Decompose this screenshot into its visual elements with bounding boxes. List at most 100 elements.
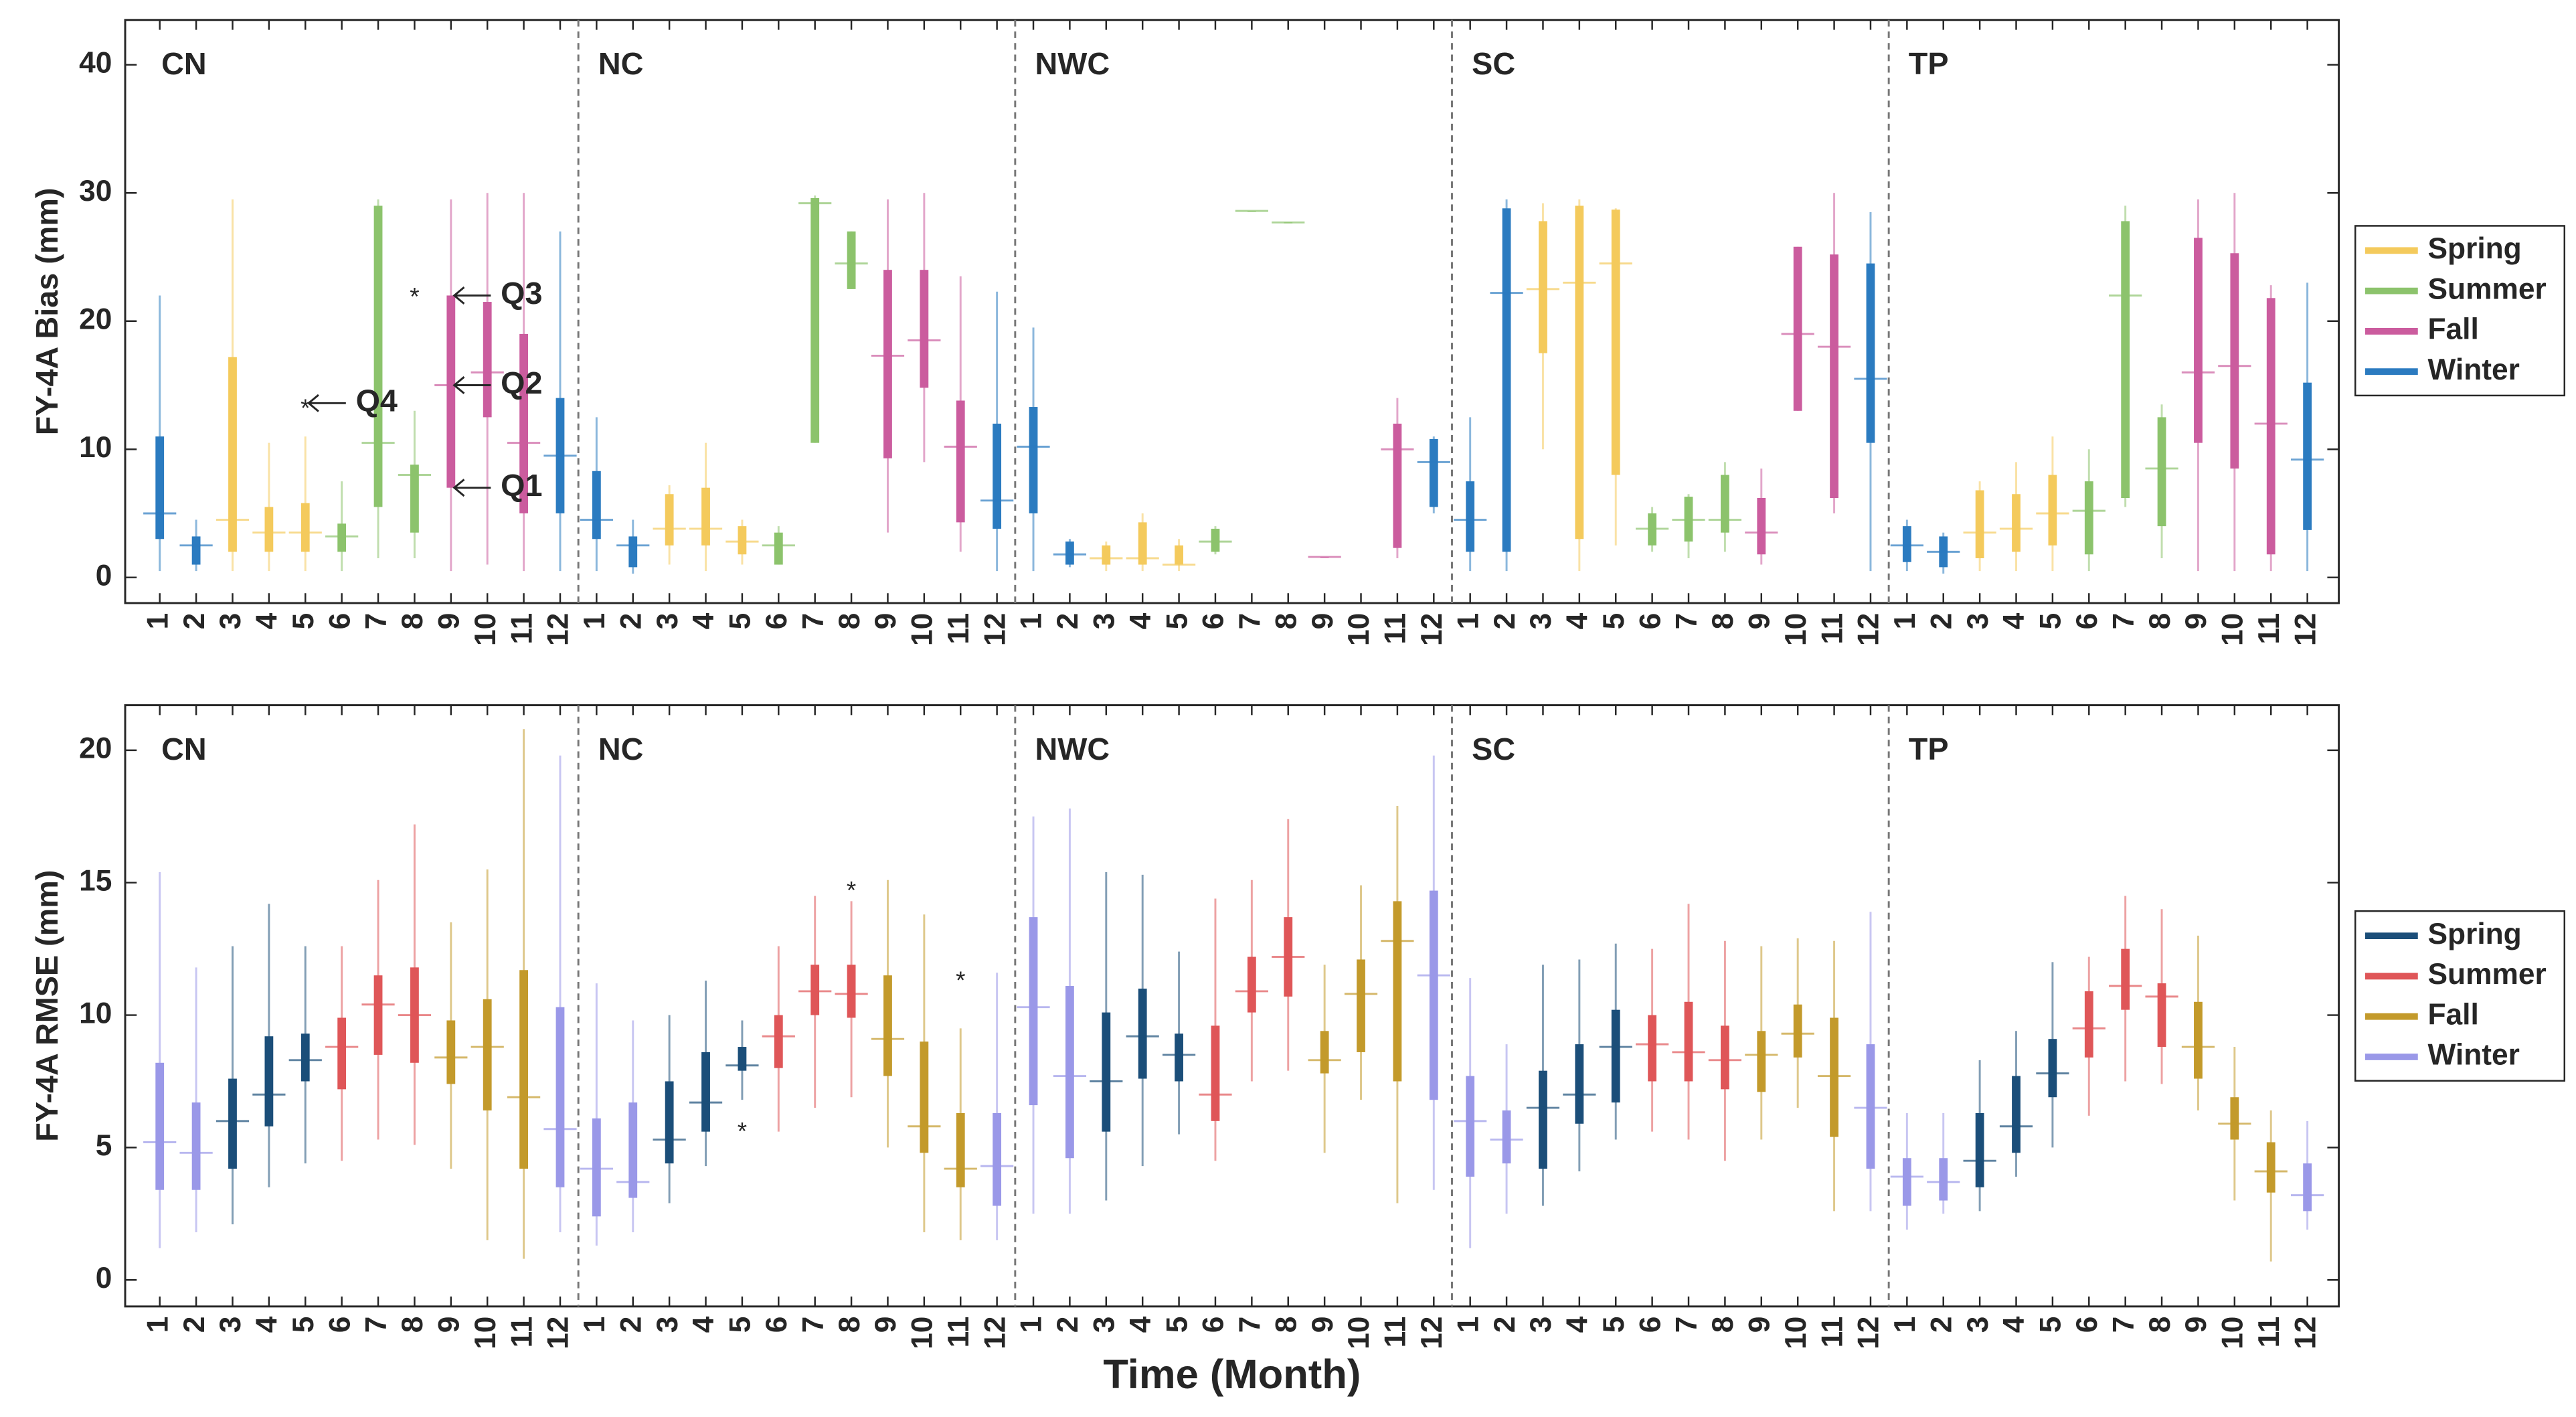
box bbox=[2012, 494, 2021, 552]
box bbox=[956, 1112, 965, 1187]
x-tick-label: 2 bbox=[614, 613, 647, 630]
box bbox=[738, 526, 747, 555]
box bbox=[2194, 238, 2203, 443]
box bbox=[1065, 986, 1074, 1159]
box bbox=[2266, 1142, 2276, 1193]
x-tick-label: 8 bbox=[2144, 1317, 2176, 1333]
box bbox=[2084, 481, 2093, 555]
box bbox=[628, 1102, 638, 1198]
x-tick-label: 5 bbox=[287, 1317, 320, 1333]
x-tick-label: 8 bbox=[396, 613, 429, 630]
box bbox=[519, 333, 528, 513]
box bbox=[2084, 991, 2093, 1058]
x-tick-label: 10 bbox=[1343, 1317, 1375, 1349]
outlier: * bbox=[847, 876, 856, 904]
x-tick-label: 9 bbox=[869, 1317, 902, 1333]
x-tick-label: 2 bbox=[614, 1317, 647, 1333]
x-tick-label: 11 bbox=[942, 1317, 975, 1348]
legend-label: Spring bbox=[2428, 232, 2522, 265]
box bbox=[1138, 522, 1147, 565]
y-tick-label: 5 bbox=[96, 1129, 112, 1162]
x-tick-label: 3 bbox=[1962, 613, 1994, 630]
x-tick-label: 4 bbox=[687, 1316, 720, 1333]
box bbox=[1211, 1025, 1220, 1121]
box bbox=[1247, 956, 1256, 1013]
x-tick-label: 3 bbox=[1088, 1317, 1121, 1333]
x-tick-label: 10 bbox=[906, 1317, 939, 1349]
box bbox=[519, 970, 528, 1169]
box bbox=[2157, 417, 2166, 527]
x-tick-label: 5 bbox=[1161, 613, 1193, 630]
annotation-arrowhead bbox=[307, 394, 319, 412]
box bbox=[1466, 1076, 1475, 1177]
box bbox=[2230, 253, 2239, 469]
x-tick-label: 5 bbox=[2035, 1317, 2067, 1333]
box bbox=[2121, 948, 2130, 1010]
box bbox=[1721, 1025, 1729, 1090]
box bbox=[1029, 917, 1038, 1106]
y-tick-label: 15 bbox=[79, 864, 112, 897]
box bbox=[373, 975, 383, 1055]
box bbox=[1902, 1158, 1911, 1206]
box bbox=[1029, 407, 1038, 513]
box bbox=[1793, 1004, 1802, 1058]
box bbox=[1429, 438, 1438, 507]
box bbox=[1830, 1017, 1838, 1137]
x-tick-label: 9 bbox=[433, 613, 466, 630]
box bbox=[774, 532, 783, 565]
box bbox=[1211, 528, 1220, 552]
box bbox=[1175, 545, 1183, 565]
box bbox=[1975, 490, 1984, 558]
x-tick-label: 1 bbox=[1015, 613, 1048, 630]
region-label: TP bbox=[1909, 46, 1949, 81]
x-tick-label: 3 bbox=[214, 613, 247, 630]
x-tick-label: 10 bbox=[1343, 613, 1375, 646]
x-tick-label: 2 bbox=[1051, 613, 1084, 630]
box bbox=[1102, 1012, 1111, 1132]
box bbox=[701, 1052, 710, 1132]
box bbox=[337, 1017, 347, 1090]
x-tick-label: 9 bbox=[2180, 1317, 2213, 1333]
x-tick-label: 7 bbox=[1233, 613, 1266, 630]
x-tick-label: 10 bbox=[2217, 1317, 2249, 1349]
x-tick-label: 7 bbox=[2107, 1317, 2140, 1333]
annotation-arrowhead bbox=[452, 376, 465, 394]
box bbox=[993, 1112, 1002, 1206]
y-tick-label: 0 bbox=[96, 1262, 112, 1295]
region-label: CN bbox=[161, 732, 207, 766]
box bbox=[847, 231, 856, 289]
y-tick-label: 20 bbox=[79, 732, 112, 765]
x-tick-label: 11 bbox=[2253, 1317, 2286, 1348]
box bbox=[1793, 246, 1802, 411]
x-tick-label: 7 bbox=[2107, 613, 2140, 630]
box bbox=[2230, 1097, 2239, 1140]
box bbox=[2303, 1163, 2312, 1212]
box bbox=[483, 302, 492, 418]
x-tick-label: 1 bbox=[578, 1317, 611, 1333]
box bbox=[1502, 208, 1511, 552]
x-tick-label: 12 bbox=[1853, 613, 1885, 646]
x-tick-label: 11 bbox=[1816, 1317, 1849, 1348]
box bbox=[1902, 526, 1911, 562]
box bbox=[300, 1033, 310, 1082]
box bbox=[738, 1047, 747, 1071]
box bbox=[483, 999, 492, 1111]
box bbox=[1611, 1009, 1620, 1103]
x-tick-label: 7 bbox=[360, 613, 393, 630]
x-tick-label: 11 bbox=[2253, 613, 2286, 645]
x-tick-label: 9 bbox=[869, 613, 902, 630]
x-tick-label: 7 bbox=[360, 1317, 393, 1333]
box bbox=[337, 523, 347, 552]
x-tick-label: 1 bbox=[578, 613, 611, 630]
region-label: TP bbox=[1909, 732, 1949, 766]
x-tick-label: 4 bbox=[1998, 1316, 2031, 1333]
x-tick-label: 6 bbox=[1197, 613, 1230, 630]
box bbox=[2303, 382, 2312, 530]
x-tick-label: 7 bbox=[1233, 1317, 1266, 1333]
box bbox=[2121, 221, 2130, 498]
y-axis-label: FY-4A Bias (mm) bbox=[29, 188, 64, 436]
x-axis-label: Time (Month) bbox=[1103, 1351, 1361, 1398]
x-tick-label: 12 bbox=[2289, 613, 2322, 646]
outlier: * bbox=[956, 967, 965, 994]
